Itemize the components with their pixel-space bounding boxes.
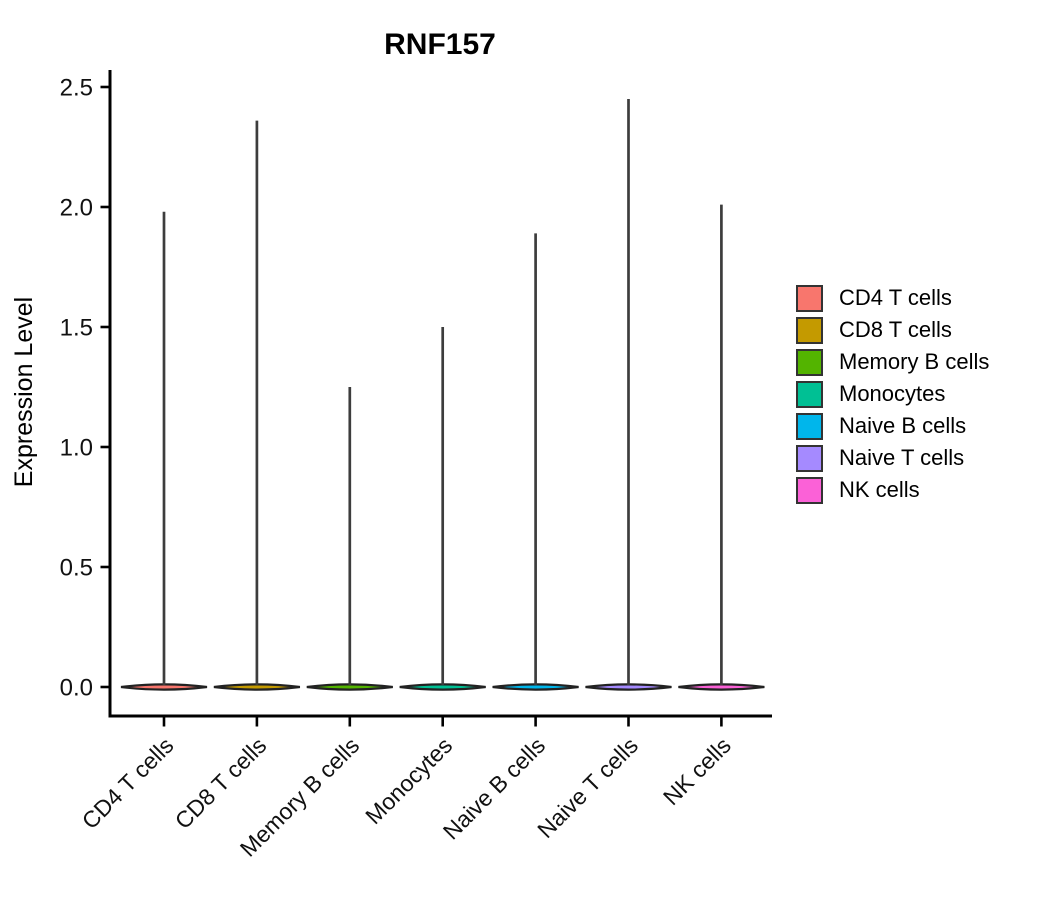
legend-item: NK cells — [796, 474, 989, 506]
legend-item: Monocytes — [796, 378, 989, 410]
legend-item: Naive T cells — [796, 442, 989, 474]
x-axis-ticks — [162, 717, 723, 727]
x-category-label: CD4 T cells — [77, 732, 179, 834]
legend-color-swatch — [796, 348, 823, 376]
violins — [120, 99, 765, 691]
violin — [120, 211, 208, 691]
legend-item-label: Memory B cells — [839, 349, 990, 374]
legend-color-swatch — [796, 444, 823, 472]
y-tick-label: 0.5 — [60, 555, 93, 582]
violin — [585, 99, 672, 691]
y-axis-title: Expression Level — [10, 297, 38, 487]
legend-color-swatch — [796, 380, 823, 408]
legend: CD4 T cells CD8 T cells Memory B cells Mono… — [796, 282, 989, 506]
violin-base — [306, 683, 393, 691]
x-category-label: NK cells — [658, 732, 736, 810]
violin — [306, 387, 393, 691]
legend-item-label: Naive B cells — [839, 413, 967, 438]
y-tick-label: 1.0 — [60, 435, 93, 462]
legend-item: Naive B cells — [796, 410, 989, 442]
legend-item-label: CD8 T cells — [839, 317, 952, 342]
legend-item-label: NK cells — [839, 477, 920, 502]
x-category-label: Naive T cells — [532, 732, 643, 843]
violin-base — [120, 683, 208, 691]
violin — [492, 233, 579, 691]
legend-item: CD4 T cells — [796, 282, 989, 314]
y-tick-label: 1.5 — [60, 315, 93, 342]
legend-item-label: Monocytes — [839, 381, 946, 406]
legend-color-swatch — [796, 284, 823, 312]
y-tick-label: 2.5 — [60, 75, 93, 102]
y-axis-ticks: 0.0 0.5 1.0 1.5 2.0 2.5 — [60, 75, 110, 702]
violin — [213, 120, 301, 691]
legend-item-label: CD4 T cells — [839, 285, 952, 310]
y-tick-label: 0.0 — [60, 675, 93, 702]
legend-item: Memory B cells — [796, 346, 989, 378]
plot-title: RNF157 — [384, 28, 496, 61]
violin-base — [213, 683, 301, 691]
x-category-label: CD8 T cells — [170, 732, 272, 834]
violin — [678, 204, 765, 691]
legend-color-swatch — [796, 476, 823, 504]
y-tick-label: 2.0 — [60, 195, 93, 222]
violin-base — [492, 683, 579, 691]
violin-base — [399, 683, 486, 691]
violin-base — [678, 683, 765, 691]
violin-base — [585, 683, 672, 691]
violin — [399, 327, 486, 691]
legend-color-swatch — [796, 412, 823, 440]
x-category-label: Monocytes — [360, 732, 457, 829]
legend-color-swatch — [796, 316, 823, 344]
legend-item-label: Naive T cells — [839, 445, 965, 470]
legend-item: CD8 T cells — [796, 314, 989, 346]
